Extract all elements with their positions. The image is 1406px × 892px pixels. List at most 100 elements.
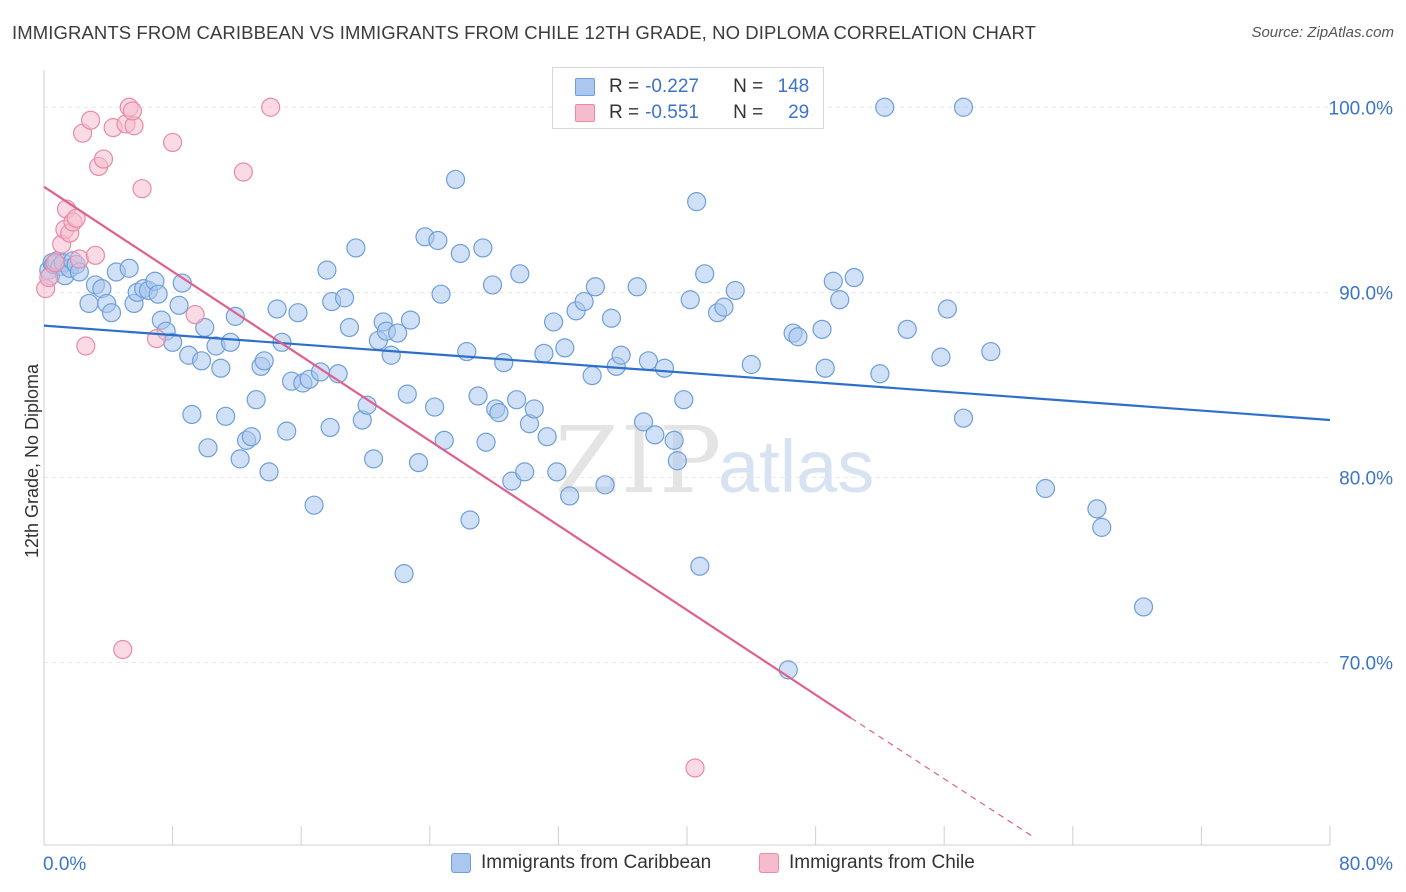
- caribbean-point: [953, 97, 974, 117]
- caribbean-point: [524, 399, 544, 419]
- caribbean-point: [388, 323, 408, 343]
- caribbean-point: [1133, 597, 1154, 617]
- caribbean-point: [555, 338, 575, 358]
- caribbean-point: [534, 343, 554, 364]
- caribbean-point: [397, 384, 417, 404]
- caribbean-point: [489, 403, 509, 423]
- caribbean-point: [714, 297, 734, 317]
- legend-item-chile[interactable]: Immigrants from Chile: [759, 852, 975, 874]
- legend-swatch-caribbean: [451, 853, 471, 873]
- chart-title: IMMIGRANTS FROM CARIBBEAN VS IMMIGRANTS …: [12, 22, 1036, 43]
- caribbean-point: [680, 290, 700, 310]
- caribbean-point: [254, 351, 274, 371]
- caribbean-point: [510, 264, 530, 284]
- caribbean-point: [288, 303, 308, 323]
- chile-point: [132, 179, 152, 199]
- axis-labels: 70.0% 80.0% 90.0% 100.0% 0.0% 80.0% 12th Grade…: [22, 98, 1393, 875]
- caribbean-point: [460, 510, 480, 530]
- caribbean-point: [198, 438, 218, 458]
- caribbean-point: [482, 275, 503, 295]
- caribbean-point: [400, 310, 421, 330]
- caribbean-point: [937, 299, 958, 319]
- x-tick-label-max: 80.0%: [1339, 854, 1393, 875]
- caribbean-point: [148, 284, 168, 304]
- legend-label-chile: Immigrants from Chile: [789, 852, 975, 873]
- caribbean-point: [664, 430, 684, 450]
- caribbean-point: [211, 358, 231, 378]
- chile-point: [81, 110, 101, 130]
- caribbean-point: [225, 306, 245, 326]
- legend-n-value: 29: [788, 102, 810, 123]
- caribbean-point: [428, 230, 448, 251]
- caribbean-point: [627, 277, 647, 297]
- y-axis-title: 12th Grade, No Diploma: [22, 363, 42, 558]
- caribbean-point: [507, 390, 527, 410]
- caribbean-point: [667, 451, 687, 471]
- legend-n-value: 148: [777, 76, 810, 97]
- caribbean-point: [494, 353, 514, 373]
- caribbean-point: [408, 453, 429, 473]
- legend-item-caribbean[interactable]: Immigrants from Caribbean: [451, 852, 711, 874]
- legend-n-label: N =: [733, 102, 764, 123]
- y-tick-label: 70.0%: [1339, 653, 1393, 674]
- caribbean-point: [515, 462, 535, 482]
- caribbean-point: [585, 277, 605, 297]
- caribbean-point: [431, 284, 451, 304]
- axes: [43, 70, 1331, 846]
- caribbean-point: [725, 280, 745, 301]
- chile-point: [93, 149, 114, 169]
- legend-swatch-chile: [575, 104, 595, 122]
- caribbean-point: [788, 327, 808, 347]
- legend-swatch-caribbean: [575, 78, 595, 96]
- caribbean-point: [320, 417, 340, 438]
- caribbean-point: [812, 319, 832, 339]
- caribbean-point: [220, 332, 241, 352]
- legend-r-value: -0.551: [645, 102, 699, 123]
- caribbean-point: [844, 267, 864, 288]
- chile-point: [45, 253, 65, 273]
- legend-r-value: -0.227: [645, 76, 699, 97]
- grid-lines: [44, 106, 1330, 663]
- chile-point: [146, 329, 167, 349]
- chile-point: [163, 132, 183, 153]
- caribbean-point: [317, 260, 337, 280]
- caribbean-point: [560, 486, 580, 506]
- caribbean-point: [191, 351, 212, 371]
- caribbean-point: [425, 397, 445, 417]
- caribbean-point: [537, 427, 557, 447]
- legend-row-chile: R = -0.551 N = 29: [575, 100, 809, 126]
- chile-point: [85, 245, 106, 265]
- trend-lines: [43, 185, 1331, 837]
- caribbean-point: [502, 471, 522, 491]
- caribbean-point: [690, 556, 710, 576]
- legend-r-label: R =: [609, 102, 640, 123]
- caribbean-point: [611, 345, 631, 365]
- caribbean-point: [363, 449, 384, 469]
- caribbean-point: [870, 364, 890, 384]
- caribbean-point: [335, 288, 355, 308]
- y-tick-label: 90.0%: [1339, 283, 1393, 304]
- caribbean-point: [468, 386, 488, 406]
- caribbean-point: [259, 462, 279, 482]
- caribbean-point: [741, 354, 761, 375]
- caribbean-point: [216, 406, 236, 426]
- caribbean-point: [241, 427, 261, 447]
- chile-point: [76, 336, 96, 356]
- caribbean-point: [981, 341, 1001, 362]
- caribbean-point: [101, 303, 122, 323]
- caribbean-point: [169, 295, 189, 315]
- caribbean-point: [595, 475, 615, 495]
- caribbean-point: [645, 425, 665, 445]
- legend-row-caribbean: R = -0.227 N = 148: [575, 74, 809, 100]
- legend-r-label: R =: [609, 76, 640, 97]
- caribbean-point: [695, 264, 715, 284]
- chile-trend-line: [43, 185, 852, 719]
- caribbean-point: [875, 97, 895, 117]
- caribbean-point: [394, 564, 414, 584]
- caribbean-point: [119, 258, 139, 278]
- caribbean-point: [267, 299, 287, 319]
- caribbean-point: [277, 421, 297, 441]
- caribbean-point: [473, 238, 493, 258]
- caribbean-point: [182, 404, 202, 425]
